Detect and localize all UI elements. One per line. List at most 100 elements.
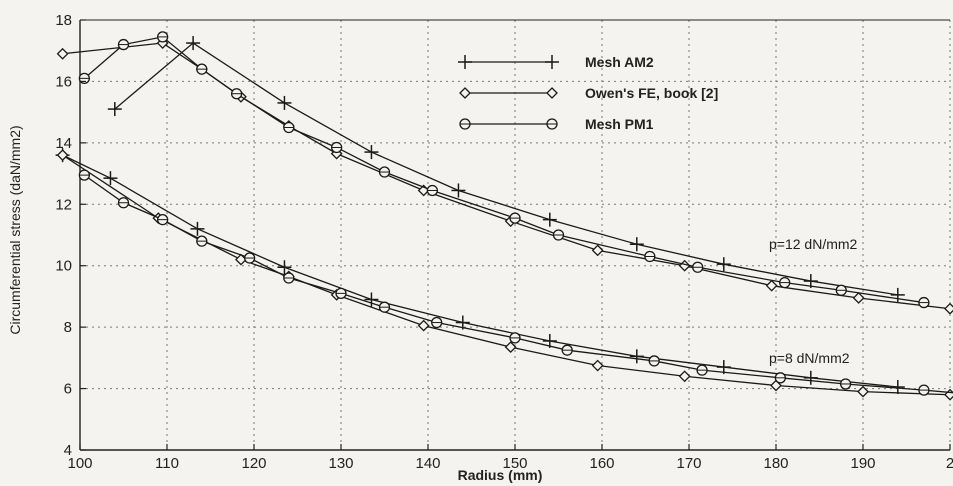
x-tick-label: 2 bbox=[946, 455, 953, 472]
legend: Mesh AM2 Owen's FE, book [2] Mesh PM1 bbox=[458, 54, 718, 132]
y-tick-label: 8 bbox=[64, 319, 72, 336]
legend-marker-start bbox=[459, 87, 471, 99]
data-point bbox=[277, 260, 292, 275]
series-line bbox=[83, 36, 924, 304]
diamond-shape bbox=[944, 388, 953, 401]
data-point bbox=[890, 380, 905, 395]
data-point bbox=[504, 341, 517, 354]
data-point bbox=[230, 88, 243, 100]
data-point bbox=[890, 287, 905, 302]
data-point bbox=[56, 47, 69, 60]
data-point bbox=[186, 36, 201, 51]
data-point bbox=[277, 95, 292, 110]
data-point bbox=[803, 370, 818, 385]
data-point bbox=[774, 372, 786, 384]
diamond-shape bbox=[56, 47, 69, 60]
data-point bbox=[117, 197, 130, 209]
data-point bbox=[78, 169, 90, 181]
x-tick-label: 120 bbox=[241, 455, 266, 472]
data-point bbox=[56, 149, 69, 162]
x-tick-label: 140 bbox=[415, 455, 440, 472]
y-tick-label: 16 bbox=[55, 73, 72, 90]
x-tick-label: 180 bbox=[763, 455, 788, 472]
data-point bbox=[156, 213, 169, 226]
series-layer bbox=[55, 31, 953, 401]
tick-labels: 100 110 120 130 140 150 160 170 180 190 2 4 6 8 10 12 14… bbox=[55, 12, 953, 472]
diamond-shape bbox=[852, 292, 865, 304]
diamond-shape bbox=[417, 319, 430, 332]
y-tick-label: 10 bbox=[55, 258, 72, 275]
x-tick-label: 100 bbox=[67, 455, 92, 472]
legend-label: Owen's FE, book [2] bbox=[585, 85, 718, 101]
data-point bbox=[509, 212, 521, 224]
data-point bbox=[561, 344, 573, 356]
legend-label: Mesh PM1 bbox=[585, 116, 654, 132]
diamond-shape bbox=[944, 302, 953, 315]
data-point bbox=[283, 272, 295, 284]
data-point bbox=[644, 250, 656, 263]
y-tick-label: 6 bbox=[64, 381, 72, 398]
data-point bbox=[852, 292, 865, 304]
y-tick-label: 18 bbox=[55, 12, 72, 29]
legend-entry: Mesh PM1 bbox=[459, 116, 654, 132]
data-point bbox=[692, 261, 704, 273]
data-point bbox=[426, 184, 439, 197]
data-point bbox=[196, 235, 208, 247]
data-point bbox=[857, 385, 869, 398]
y-axis-label: Circumferential stress (daN/mm2) bbox=[7, 125, 23, 334]
data-point bbox=[190, 221, 205, 236]
data-point bbox=[629, 237, 644, 252]
series-circle bbox=[78, 31, 953, 396]
data-point bbox=[542, 212, 557, 227]
x-tick-label: 150 bbox=[502, 455, 527, 472]
diamond-shape bbox=[504, 341, 517, 354]
legend-marker-end bbox=[546, 118, 558, 130]
data-point bbox=[196, 63, 208, 75]
series-diamond bbox=[56, 37, 953, 401]
data-point bbox=[335, 287, 347, 300]
diamond-shape bbox=[678, 370, 691, 383]
diamond-shape bbox=[591, 359, 604, 372]
annotations: p=12 dN/mm2 p=8 dN/mm2 bbox=[769, 236, 858, 366]
curve-annotation: p=8 dN/mm2 bbox=[769, 350, 850, 366]
legend-marker-end bbox=[545, 55, 559, 69]
y-tick-label: 4 bbox=[64, 442, 72, 459]
diamond-shape bbox=[765, 279, 778, 292]
diamond-shape bbox=[546, 87, 558, 99]
data-point bbox=[509, 332, 521, 344]
diamond-shape bbox=[591, 244, 604, 257]
data-point bbox=[364, 145, 379, 160]
series-line bbox=[62, 154, 951, 396]
data-point bbox=[839, 378, 852, 390]
data-point bbox=[378, 166, 391, 178]
y-tick-label: 14 bbox=[55, 135, 72, 152]
series-plus bbox=[55, 36, 905, 395]
curve-annotation: p=12 dN/mm2 bbox=[769, 236, 858, 252]
data-point bbox=[678, 370, 691, 383]
x-tick-label: 130 bbox=[328, 455, 353, 472]
series-line bbox=[114, 42, 898, 296]
data-point bbox=[107, 102, 122, 117]
y-tick-label: 12 bbox=[55, 196, 72, 213]
data-point bbox=[117, 38, 130, 51]
series-line bbox=[62, 42, 951, 310]
data-point bbox=[591, 244, 604, 257]
data-point bbox=[629, 349, 644, 364]
diamond-shape bbox=[56, 149, 69, 162]
data-point bbox=[451, 183, 466, 198]
data-point bbox=[835, 284, 847, 296]
diamond-shape bbox=[459, 87, 471, 99]
legend-label: Mesh AM2 bbox=[585, 54, 654, 70]
data-point bbox=[944, 388, 953, 401]
data-point bbox=[944, 302, 953, 315]
diamond-shape bbox=[857, 385, 869, 398]
legend-marker-start bbox=[458, 55, 472, 69]
data-point bbox=[716, 257, 731, 272]
data-point bbox=[591, 359, 604, 372]
x-tick-label: 110 bbox=[155, 455, 179, 472]
legend-marker-end bbox=[546, 87, 558, 99]
data-point bbox=[330, 141, 343, 154]
data-point bbox=[243, 252, 256, 264]
x-axis-label: Radius (mm) bbox=[458, 467, 543, 483]
